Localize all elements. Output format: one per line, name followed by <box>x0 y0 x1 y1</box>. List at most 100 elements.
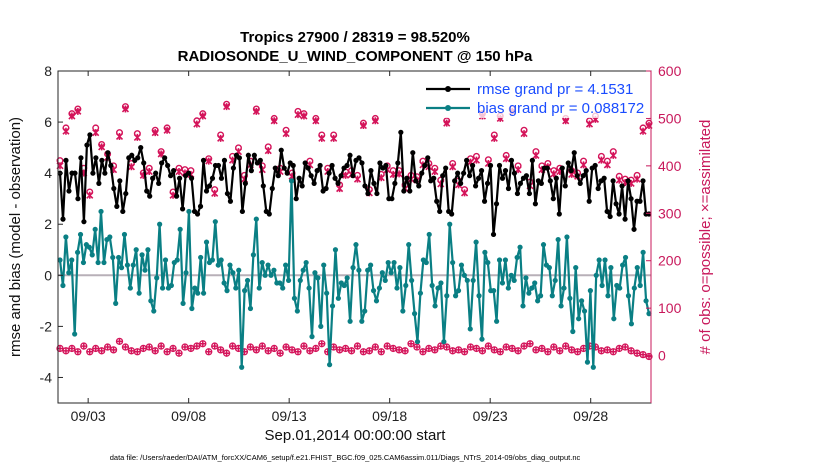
obs-assimilated-marker <box>449 163 457 171</box>
bias-point <box>203 239 210 245</box>
obs-count-low-cross <box>86 348 93 355</box>
bias-point <box>74 249 81 255</box>
rmse-point <box>389 196 395 202</box>
x-tick-label: 09/18 <box>372 408 407 424</box>
bias-point <box>221 280 227 286</box>
rmse-point <box>544 165 550 171</box>
rmse-point <box>329 162 335 169</box>
rmse-point <box>440 173 446 179</box>
rmse-point <box>227 198 234 204</box>
bias-point <box>602 257 608 263</box>
obs-assimilated-marker <box>443 119 451 127</box>
obs-count-low-cross <box>622 344 629 351</box>
rmse-point <box>529 157 535 163</box>
data-file-footer: data file: /Users/raeder/DAI/ATM_forcXX/… <box>110 453 581 462</box>
obs-count-low-cross <box>253 346 260 353</box>
obs-count-low-cross <box>604 346 611 353</box>
bias-point <box>558 303 564 309</box>
obs-count-low-cross <box>265 347 272 354</box>
bias-point <box>332 247 339 253</box>
bias-point <box>86 244 92 250</box>
obs-assimilated-marker <box>264 147 272 155</box>
bias-point <box>118 265 125 271</box>
rmse-point <box>565 160 571 166</box>
rmse-point <box>619 183 625 189</box>
bias-point <box>444 293 450 299</box>
rmse-point <box>308 173 314 179</box>
obs-assimilated-marker <box>300 112 308 120</box>
bias-point <box>329 303 336 309</box>
obs-count-low-cross <box>336 346 343 353</box>
bias-point <box>186 208 192 215</box>
obs-assimilated-marker <box>431 167 439 176</box>
rmse-point <box>622 216 628 222</box>
bias-point <box>514 254 520 261</box>
rmse-point <box>434 198 440 204</box>
bias-point <box>247 305 254 312</box>
obs-count-low-cross <box>390 345 397 352</box>
obs-count-low-cross <box>562 343 569 350</box>
rmse-point <box>290 162 296 169</box>
rmse-point <box>610 178 616 184</box>
rmse-point <box>176 175 183 181</box>
rmse-point <box>601 175 607 181</box>
rmse-point <box>404 175 410 181</box>
bias-point <box>432 303 438 309</box>
bias-point <box>373 298 380 304</box>
obs-count-low-cross <box>408 340 415 347</box>
rmse-point <box>257 157 263 163</box>
obs-count-low-cross <box>550 344 557 351</box>
bias-point <box>142 267 148 273</box>
obs-count-low-cross <box>610 348 617 355</box>
bias-point <box>628 321 635 327</box>
bias-point <box>406 242 412 248</box>
obs-assimilated-marker <box>211 189 219 197</box>
bias-point <box>250 252 257 258</box>
rmse-point <box>147 193 153 199</box>
bias-point <box>620 262 626 268</box>
obs-assimilated-marker <box>193 120 201 128</box>
rmse-point <box>188 175 195 181</box>
bias-point <box>174 257 180 263</box>
obs-assimilated-marker <box>502 155 510 163</box>
bias-point <box>356 267 362 273</box>
bias-point <box>133 247 139 253</box>
rmse-point <box>416 183 422 189</box>
obs-count-low-cross <box>205 348 212 355</box>
bias-point <box>350 265 356 271</box>
obs-count-low-cross <box>104 344 111 351</box>
obs-count-low-cross <box>431 346 438 353</box>
obs-count-low-cross <box>330 344 337 351</box>
rmse-point <box>458 180 464 186</box>
obs-assimilated-marker <box>490 134 498 142</box>
bias-point <box>77 231 84 238</box>
bias-point <box>359 318 365 324</box>
obs-assimilated-marker <box>639 127 647 135</box>
x-tick-label: 09/28 <box>573 408 608 424</box>
obs-count-low-cross <box>413 344 420 351</box>
rmse-point <box>383 162 389 169</box>
rmse-point <box>410 150 416 156</box>
rmse-point <box>464 157 470 163</box>
obs-count-low-cross <box>503 344 510 351</box>
bias-point <box>212 219 218 225</box>
obs-assimilated-marker <box>205 157 213 165</box>
obs-count-low-cross <box>92 345 99 352</box>
bias-point <box>578 298 585 304</box>
rmse-point <box>449 211 455 217</box>
bias-point <box>283 262 289 268</box>
rmse-point <box>284 170 290 176</box>
rmse-point <box>84 142 90 148</box>
rmse-point <box>215 162 222 169</box>
rmse-point <box>508 157 515 163</box>
rmse-point <box>272 165 278 171</box>
rmse-point <box>153 170 159 176</box>
obs-count-low-cross <box>348 347 355 354</box>
x-tick-label: 09/23 <box>473 408 508 424</box>
y2-tick-label: 300 <box>658 205 682 221</box>
bias-point <box>315 275 321 281</box>
bias-point <box>116 254 122 261</box>
bias-point <box>555 236 561 243</box>
bias-point <box>400 308 406 314</box>
bias-point <box>154 275 160 281</box>
